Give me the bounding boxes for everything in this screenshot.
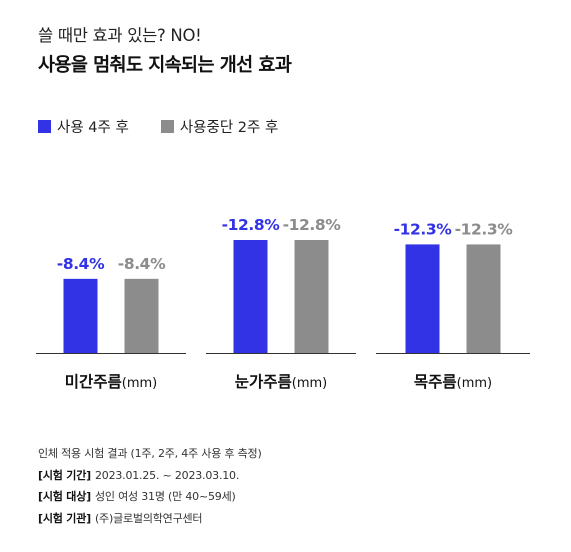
data-label-2-series-1: -12.8% [222,216,281,234]
bar-2-series-2 [294,240,329,353]
page-title: 사용을 멈춰도 지속되는 개선 효과 [38,55,292,76]
legend-label-series-2: 사용중단 2주 후 [179,120,279,136]
data-label-1-series-2: -8.4% [118,255,166,273]
test-period-value: 2023.01.25. ~ 2023.03.10. [94,468,240,482]
bar-3-series-1 [405,244,440,353]
data-label-1-series-1: -8.4% [57,255,105,273]
test-organization-key: [시험 기관] [38,511,91,525]
bar-2-series-1 [233,240,268,353]
test-info: 인체 적용 시험 결과 (1주, 2주, 4주 사용 후 측정) [시험 기간]… [38,443,262,529]
subtitle: 쓸 때만 효과 있는? NO! [38,26,202,45]
legend-label-series-1: 사용 4주 후 [57,120,129,136]
bar-1-series-2 [124,278,159,353]
test-organization-value: (주)글로벌의학연구센터 [94,511,203,525]
legend-item-series-1: 사용 4주 후 [38,116,129,137]
data-label-3-series-2: -12.3% [455,220,514,238]
data-label-2-series-2: -12.8% [283,216,342,234]
bar-1-series-1 [63,278,98,353]
legend-swatch-series-1 [38,120,51,133]
test-subject-value: 성인 여성 31명 (만 40~59세) [94,490,236,503]
test-period: [시험 기간] 2023.01.25. ~ 2023.03.10. [38,465,262,487]
test-note: 인체 적용 시험 결과 (1주, 2주, 4주 사용 후 측정) [38,447,262,460]
category-label-2: 눈가주름(mm) [235,373,328,391]
test-period-key: [시험 기간] [38,468,91,482]
legend-swatch-series-2 [160,120,174,133]
test-organization: [시험 기관] (주)글로벌의학연구센터 [38,508,262,530]
category-label-3: 목주름(mm) [414,373,492,391]
data-label-3-series-1: -12.3% [394,220,453,238]
test-subject-key: [시험 대상] [38,490,91,503]
bar-3-series-2 [466,244,501,353]
chart-legend: 사용 4주 후 사용중단 2주 후 [38,116,310,137]
test-subject: [시험 대상] 성인 여성 31명 (만 40~59세) [38,486,262,508]
legend-item-series-2: 사용중단 2주 후 [160,116,279,137]
category-label-1: 미간주름(mm) [65,373,158,391]
